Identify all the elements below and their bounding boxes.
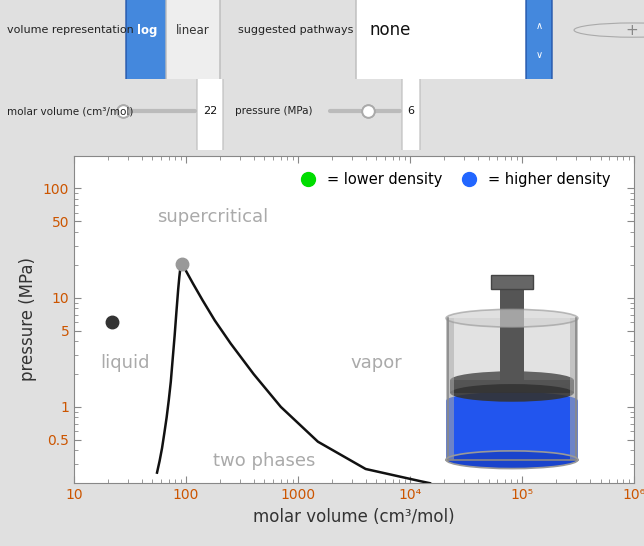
Ellipse shape (446, 392, 578, 410)
Text: two phases: two phases (213, 452, 316, 470)
Text: ∨: ∨ (535, 50, 542, 61)
Bar (500, 277, 524, 380)
Bar (570, 318, 578, 460)
Bar (446, 318, 454, 460)
FancyBboxPatch shape (526, 0, 552, 223)
FancyBboxPatch shape (166, 0, 220, 215)
Legend: = lower density, = higher density: = lower density, = higher density (288, 166, 616, 193)
FancyBboxPatch shape (402, 20, 420, 209)
Ellipse shape (446, 451, 578, 468)
Text: suggested pathways: suggested pathways (238, 25, 354, 35)
Y-axis label: pressure (MPa): pressure (MPa) (19, 257, 37, 382)
Ellipse shape (450, 371, 574, 389)
Text: linear: linear (176, 23, 210, 37)
Text: liquid: liquid (100, 354, 149, 372)
Bar (450, 380, 574, 393)
Text: log: log (137, 23, 157, 37)
Text: ∧: ∧ (535, 21, 542, 31)
X-axis label: molar volume (cm³/mol): molar volume (cm³/mol) (253, 508, 455, 526)
Text: +: + (625, 22, 638, 38)
Text: vapor: vapor (350, 354, 402, 372)
Text: supercritical: supercritical (157, 208, 269, 226)
Ellipse shape (446, 310, 578, 327)
Text: volume representation: volume representation (7, 25, 134, 35)
Bar (446, 401, 578, 460)
FancyBboxPatch shape (126, 0, 168, 215)
Bar (446, 318, 578, 460)
Text: molar volume (cm³/mol): molar volume (cm³/mol) (7, 106, 133, 116)
Text: none: none (370, 21, 412, 39)
Bar (491, 275, 533, 289)
Text: 6: 6 (408, 106, 415, 116)
FancyBboxPatch shape (197, 20, 223, 209)
Text: 22: 22 (203, 106, 217, 116)
FancyBboxPatch shape (356, 0, 530, 223)
Text: pressure (MPa): pressure (MPa) (235, 106, 312, 116)
Ellipse shape (450, 384, 574, 402)
